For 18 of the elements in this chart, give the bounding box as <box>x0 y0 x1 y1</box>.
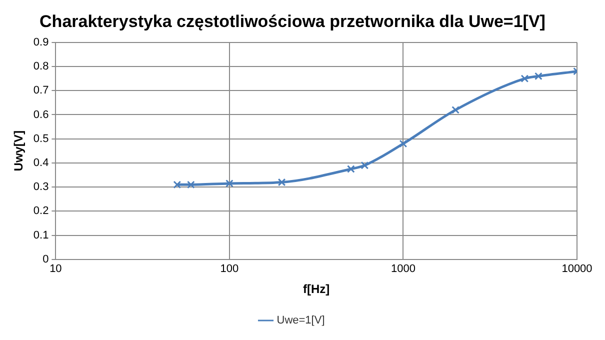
y-tick-label: 0.3 <box>33 181 49 194</box>
legend-label: Uwe=1[V] <box>276 314 325 327</box>
y-tick-label: 0.9 <box>33 36 49 48</box>
y-axis-title: Uwy[V] <box>12 130 26 172</box>
y-tick-label: 0.8 <box>33 60 49 73</box>
x-tick-label: 1000 <box>390 263 416 276</box>
y-tick-label: 0.6 <box>33 108 49 121</box>
x-tick-label: 10000 <box>562 263 592 276</box>
y-tick-label: 0.5 <box>33 132 49 145</box>
x-tick-label: 10 <box>50 263 62 276</box>
y-tick-label: 0.4 <box>33 156 49 169</box>
y-tick-label: 0.2 <box>33 205 49 218</box>
y-tick-label: 0.1 <box>33 229 49 242</box>
x-axis-title: f[Hz] <box>303 282 330 296</box>
x-tick-label: 100 <box>220 263 239 276</box>
chart-title: Charakterystyka częstotliwościowa przetwornika dla Uwe=1[V] <box>40 12 546 31</box>
y-tick-label: 0 <box>42 253 49 266</box>
y-tick-label: 0.7 <box>33 84 49 97</box>
